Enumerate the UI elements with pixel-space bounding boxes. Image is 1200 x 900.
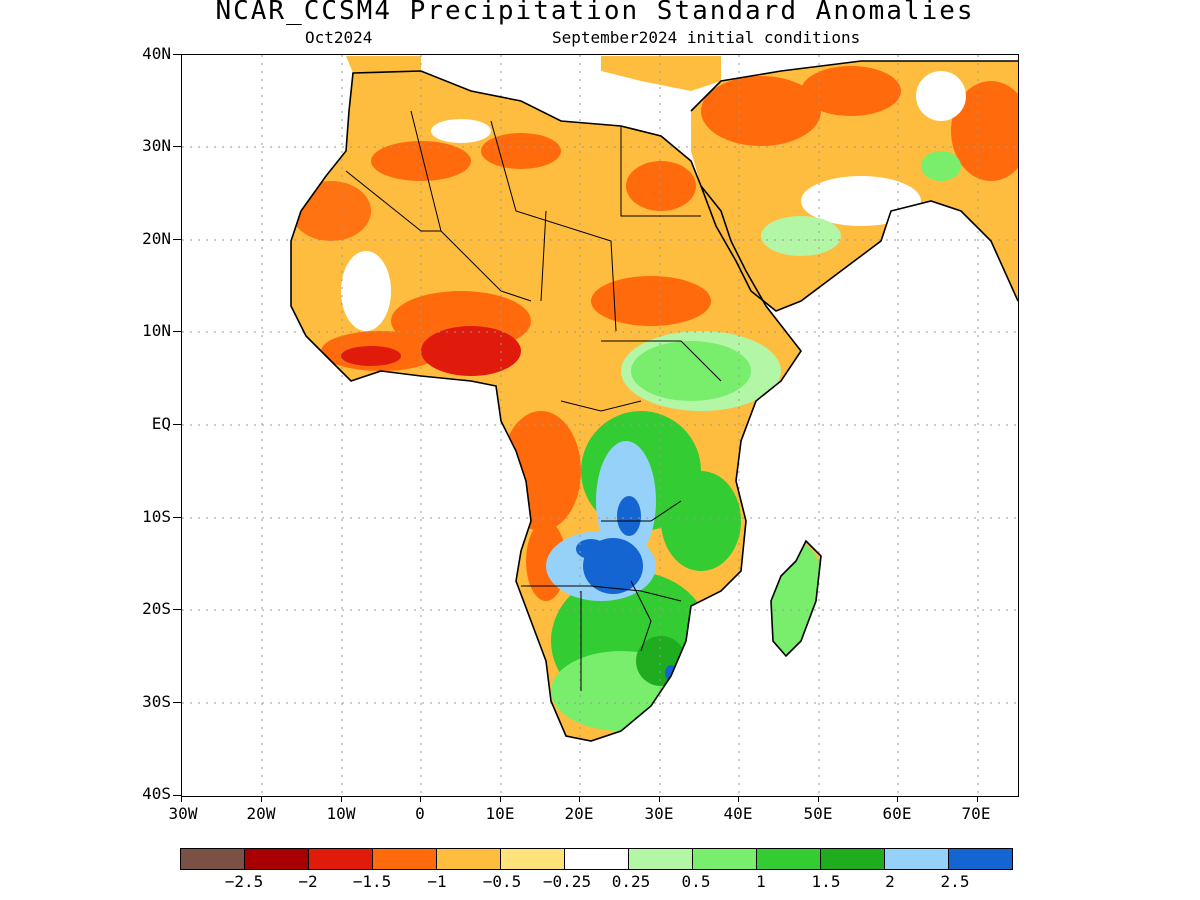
lat-label-40n: 40N — [142, 44, 171, 63]
colorbar-label: 0.25 — [611, 872, 651, 891]
forecast-month: Oct2024 — [305, 28, 373, 47]
lon-tick — [181, 795, 182, 802]
initial-conditions: September2024 initial conditions — [552, 28, 861, 47]
colorbar-swatch — [949, 849, 1012, 869]
lat-tick — [173, 424, 181, 425]
lon-tick — [897, 795, 898, 802]
lon-label-0: 0 — [415, 804, 425, 823]
colorbar-swatch — [181, 849, 245, 869]
colorbar-label: −2 — [298, 872, 318, 891]
lon-label-10w: 10W — [326, 804, 356, 823]
lat-label-20s: 20S — [142, 599, 171, 618]
lon-label-20e: 20E — [564, 804, 594, 823]
lon-tick — [341, 795, 342, 802]
colorbar-swatch — [757, 849, 821, 869]
colorbar-swatch — [373, 849, 437, 869]
lon-tick — [579, 795, 580, 802]
lon-label-40e: 40E — [723, 804, 753, 823]
lon-tick — [261, 795, 262, 802]
lat-label-10s: 10S — [142, 507, 171, 526]
lon-tick — [659, 795, 660, 802]
lon-label-50e: 50E — [803, 804, 833, 823]
lon-label-10e: 10E — [485, 804, 515, 823]
colorbar-swatch — [565, 849, 629, 869]
lat-label-40s: 40S — [142, 784, 171, 803]
anomaly-map — [181, 54, 1019, 797]
map-svg — [182, 55, 1018, 796]
colorbar-swatch — [501, 849, 565, 869]
colorbar-label: −0.25 — [542, 872, 592, 891]
colorbar-swatch — [629, 849, 693, 869]
lat-tick — [173, 146, 181, 147]
colorbar-label: −2.5 — [224, 872, 264, 891]
colorbar-label: 1 — [756, 872, 766, 891]
lon-label-30e: 30E — [644, 804, 674, 823]
colorbar-label: −1.5 — [352, 872, 392, 891]
lat-label-30n: 30N — [142, 136, 171, 155]
lat-label-20n: 20N — [142, 229, 171, 248]
lon-label-60e: 60E — [882, 804, 912, 823]
colorbar-swatch — [693, 849, 757, 869]
lat-tick — [173, 609, 181, 610]
colorbar-label: −1 — [427, 872, 447, 891]
country-borders — [345, 110, 722, 691]
colorbar-swatch — [245, 849, 309, 869]
colorbar — [180, 848, 1013, 870]
lat-label-30s: 30S — [142, 692, 171, 711]
lon-tick — [738, 795, 739, 802]
lat-label-eq: EQ — [151, 414, 171, 433]
colorbar-swatch — [437, 849, 501, 869]
lat-tick — [173, 517, 181, 518]
lon-tick — [818, 795, 819, 802]
colorbar-label: 2.5 — [940, 872, 970, 891]
lat-tick — [173, 239, 181, 240]
colorbar-swatch — [309, 849, 373, 869]
lon-label-70e: 70E — [961, 804, 991, 823]
colorbar-label: 1.5 — [811, 872, 841, 891]
lon-label-30w: 30W — [168, 804, 198, 823]
colorbar-swatch — [885, 849, 949, 869]
graticule — [182, 55, 1018, 796]
lat-tick — [173, 54, 181, 55]
lat-tick — [173, 795, 181, 796]
colorbar-label: −0.5 — [482, 872, 522, 891]
lon-tick — [500, 795, 501, 802]
lat-label-10n: 10N — [142, 321, 171, 340]
colorbar-label: 2 — [885, 872, 895, 891]
lon-tick — [977, 795, 978, 802]
colorbar-swatch — [821, 849, 885, 869]
chart-title: NCAR_CCSM4 Precipitation Standard Anomal… — [215, 0, 975, 26]
coastlines — [290, 60, 1018, 742]
lon-tick — [420, 795, 421, 802]
lon-label-20w: 20W — [246, 804, 276, 823]
lat-tick — [173, 702, 181, 703]
lat-tick — [173, 331, 181, 332]
colorbar-label: 0.5 — [681, 872, 711, 891]
